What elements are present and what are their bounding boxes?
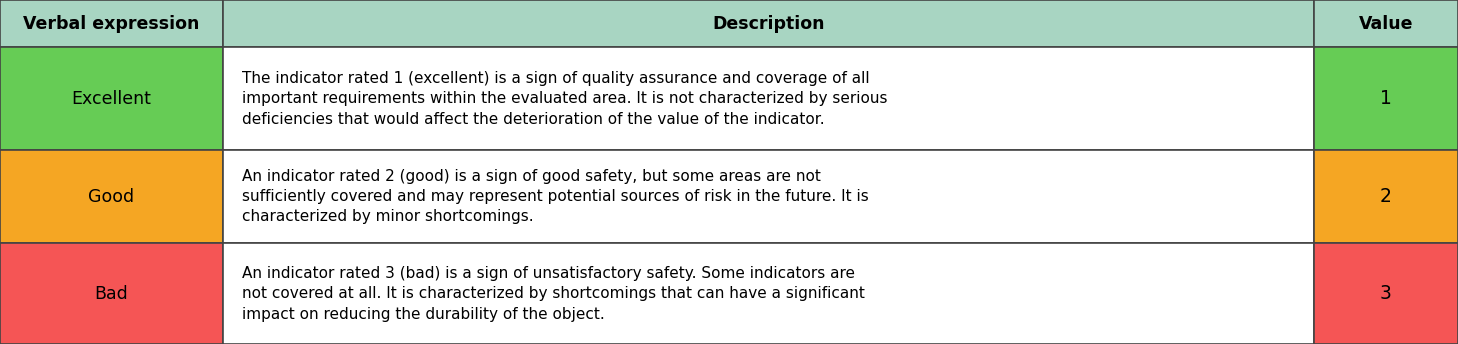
- Text: Verbal expression: Verbal expression: [23, 15, 200, 33]
- Bar: [1314, 47, 1458, 150]
- Text: 1: 1: [1379, 89, 1392, 108]
- Text: 3: 3: [1379, 284, 1392, 303]
- Text: Excellent: Excellent: [71, 90, 152, 108]
- Text: Good: Good: [89, 187, 134, 206]
- Text: Value: Value: [1359, 15, 1413, 33]
- Bar: [223, 0, 1314, 47]
- Text: An indicator rated 3 (bad) is a sign of unsatisfactory safety. Some indicators a: An indicator rated 3 (bad) is a sign of …: [242, 266, 865, 322]
- Text: 2: 2: [1379, 187, 1392, 206]
- Bar: [1314, 150, 1458, 243]
- Bar: [1314, 243, 1458, 344]
- Bar: [0, 150, 223, 243]
- Bar: [223, 150, 1314, 243]
- Text: The indicator rated 1 (excellent) is a sign of quality assurance and coverage of: The indicator rated 1 (excellent) is a s…: [242, 71, 888, 127]
- Bar: [0, 0, 223, 47]
- Bar: [223, 243, 1314, 344]
- Bar: [223, 47, 1314, 150]
- Text: An indicator rated 2 (good) is a sign of good safety, but some areas are not
suf: An indicator rated 2 (good) is a sign of…: [242, 169, 869, 225]
- Bar: [1314, 0, 1458, 47]
- Text: Description: Description: [712, 15, 825, 33]
- Text: Bad: Bad: [95, 284, 128, 303]
- Bar: [0, 47, 223, 150]
- Bar: [0, 243, 223, 344]
